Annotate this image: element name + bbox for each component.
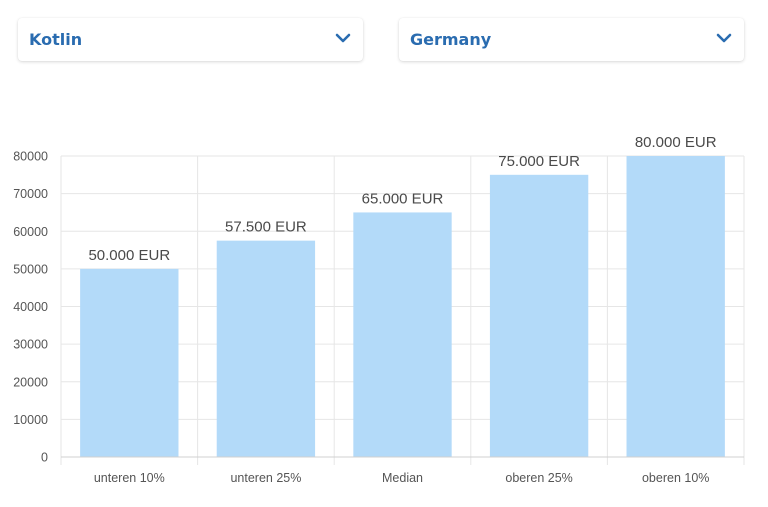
x-tick-label: unteren 10% xyxy=(94,471,165,485)
country-select-value: Germany xyxy=(410,30,492,49)
language-select[interactable]: Kotlin xyxy=(18,18,363,61)
data-label: 75.000 EUR xyxy=(498,153,580,170)
bar xyxy=(626,156,725,457)
chevron-down-icon xyxy=(335,33,351,43)
x-tick-label: oberen 25% xyxy=(505,471,572,485)
y-tick-label: 0 xyxy=(41,451,48,465)
x-tick-label: Median xyxy=(382,471,423,485)
chevron-down-icon xyxy=(716,33,732,43)
bar xyxy=(216,240,316,457)
bar xyxy=(489,174,589,457)
y-tick-label: 50000 xyxy=(13,262,48,276)
y-tick-label: 80000 xyxy=(13,150,48,164)
bar xyxy=(80,268,179,457)
data-label: 65.000 EUR xyxy=(362,190,444,207)
language-select-value: Kotlin xyxy=(29,30,83,49)
bar xyxy=(353,212,452,457)
y-tick-label: 30000 xyxy=(13,338,48,352)
y-tick-label: 70000 xyxy=(13,187,48,201)
country-select[interactable]: Germany xyxy=(399,18,744,61)
y-tick-label: 40000 xyxy=(13,300,48,314)
x-tick-label: unteren 25% xyxy=(230,471,301,485)
y-tick-label: 60000 xyxy=(13,225,48,239)
x-tick-label: oberen 10% xyxy=(642,471,709,485)
data-label: 57.500 EUR xyxy=(225,219,307,236)
data-label: 50.000 EUR xyxy=(88,247,170,264)
y-tick-label: 10000 xyxy=(13,413,48,427)
y-tick-label: 20000 xyxy=(13,375,48,389)
data-label: 80.000 EUR xyxy=(635,134,717,151)
